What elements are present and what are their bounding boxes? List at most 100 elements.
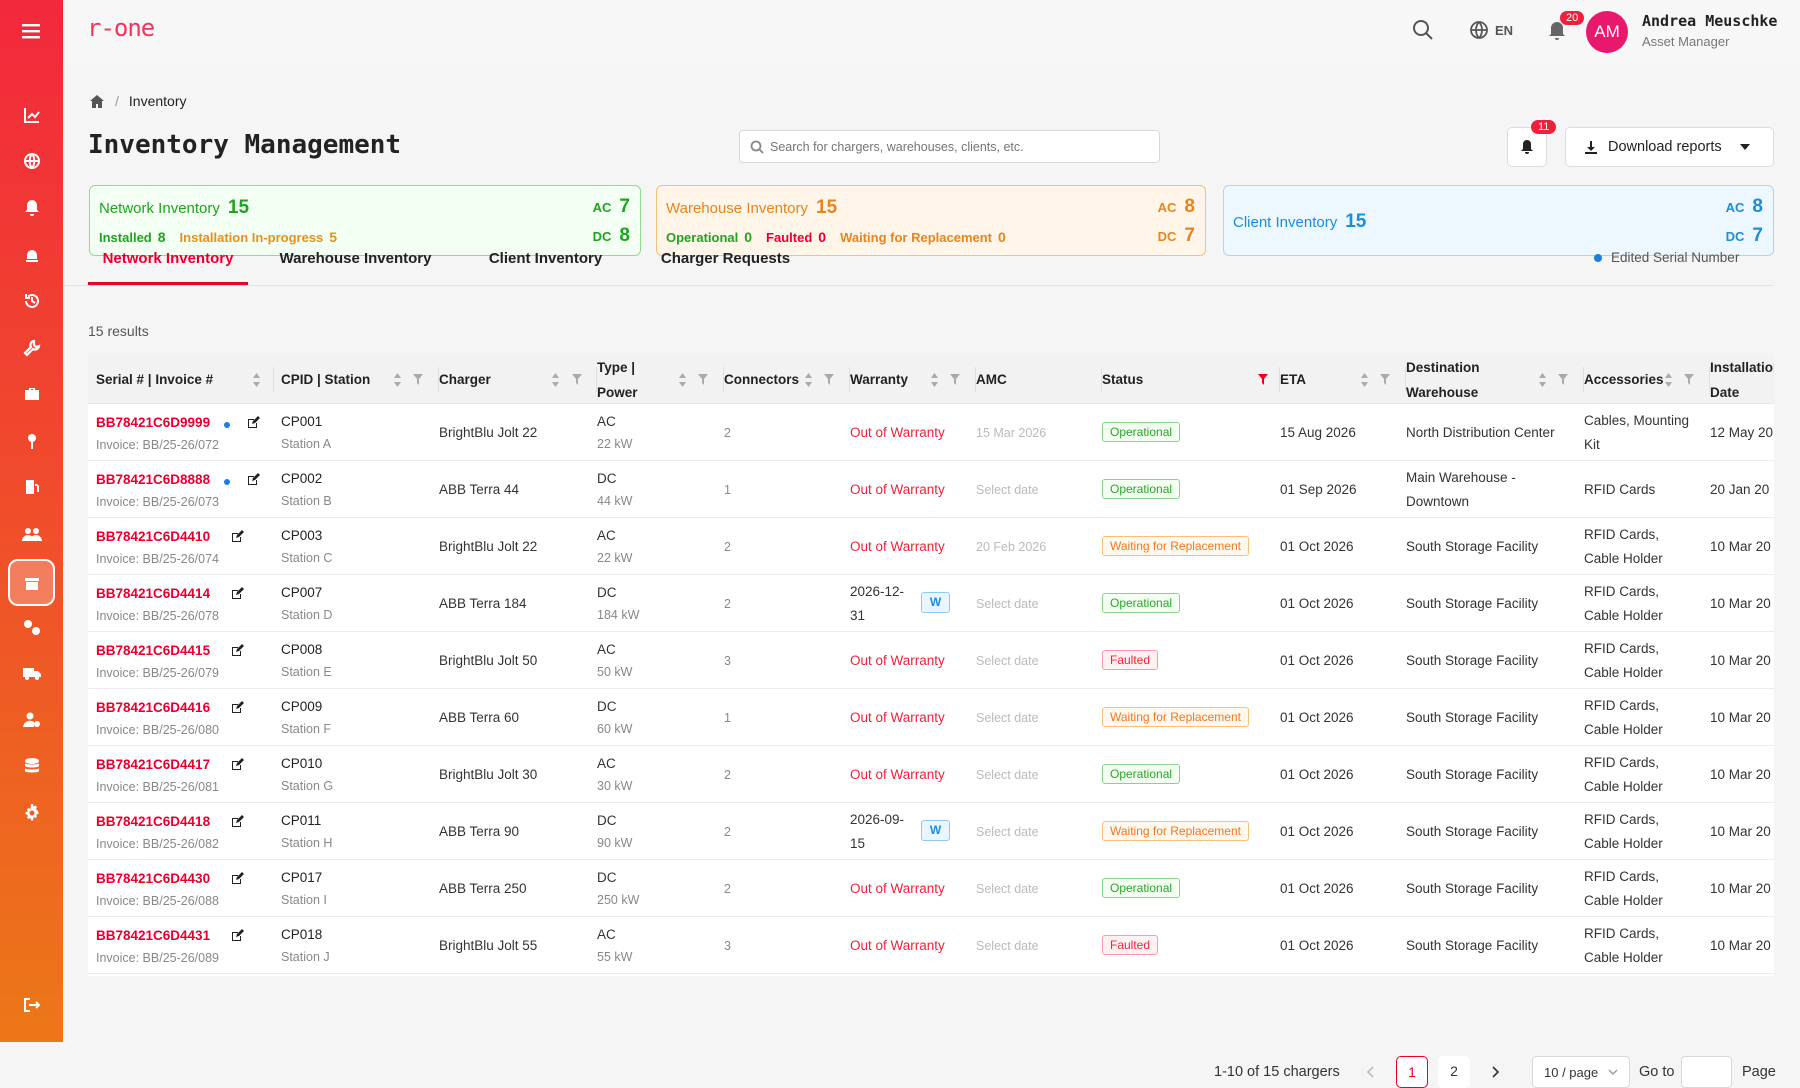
table-row[interactable]: BB78421C6D4415 Invoice: BB/25-26/079 CP008…: [88, 632, 1774, 689]
cpid[interactable]: CP009: [281, 699, 323, 714]
alarm-icon[interactable]: [12, 235, 51, 274]
col-destination[interactable]: Destination Warehouse: [1406, 355, 1584, 404]
filter-icon[interactable]: [824, 374, 834, 385]
serial-number-link[interactable]: BB78421C6D4431: [96, 928, 211, 943]
sort-icon[interactable]: [930, 372, 939, 388]
filter-icon[interactable]: [698, 374, 708, 385]
cpid[interactable]: CP008: [281, 642, 323, 657]
filter-icon[interactable]: [572, 374, 582, 385]
table-row[interactable]: BB78421C6D4430 Invoice: BB/25-26/088 CP017…: [88, 860, 1774, 917]
sort-icon[interactable]: [678, 372, 687, 388]
serial-number-link[interactable]: BB78421C6D4416: [96, 700, 211, 715]
col-cpid[interactable]: CPID | Station: [281, 355, 439, 404]
edit-icon[interactable]: [231, 815, 244, 828]
language-selector[interactable]: EN: [1469, 20, 1513, 40]
sort-icon[interactable]: [393, 372, 402, 388]
page-size-select[interactable]: 10 / page: [1532, 1056, 1630, 1088]
page-button-1[interactable]: 1: [1396, 1056, 1428, 1088]
search-input[interactable]: [770, 139, 1150, 154]
edit-icon[interactable]: [231, 530, 244, 543]
tab-client-inventory[interactable]: Client Inventory: [488, 250, 603, 267]
edit-icon[interactable]: [231, 758, 244, 771]
cpid[interactable]: CP007: [281, 585, 323, 600]
download-reports-button[interactable]: Download reports: [1565, 127, 1774, 167]
prev-page-button[interactable]: [1354, 1056, 1386, 1088]
cpid[interactable]: CP003: [281, 528, 323, 543]
col-charger[interactable]: Charger: [439, 355, 597, 404]
location-pin-icon[interactable]: [12, 421, 51, 460]
amc-date[interactable]: Select date: [976, 939, 1039, 953]
analytics-icon[interactable]: [12, 95, 51, 134]
goto-page-input[interactable]: [1681, 1056, 1732, 1088]
cpid[interactable]: CP017: [281, 870, 323, 885]
search-icon[interactable]: [1412, 19, 1434, 46]
cpid[interactable]: CP018: [281, 927, 323, 942]
col-amc[interactable]: AMC: [976, 355, 1102, 404]
tab-warehouse-inventory[interactable]: Warehouse Inventory: [279, 250, 432, 267]
amc-date[interactable]: 20 Feb 2026: [976, 540, 1047, 554]
warranty-badge[interactable]: W: [921, 820, 950, 841]
serial-number-link[interactable]: BB78421C6D9999: [96, 415, 211, 430]
edit-icon[interactable]: [231, 701, 244, 714]
client-inventory-card[interactable]: Client Inventory 15 AC 8 DC 7: [1223, 185, 1774, 256]
search-box[interactable]: [739, 130, 1160, 163]
inventory-icon[interactable]: [8, 559, 55, 606]
cpid[interactable]: CP001: [281, 414, 323, 429]
edit-icon[interactable]: [231, 644, 244, 657]
serial-number-link[interactable]: BB78421C6D4415: [96, 643, 211, 658]
page-button-2[interactable]: 2: [1438, 1056, 1470, 1088]
table-row[interactable]: BB78421C6D4417 Invoice: BB/25-26/081 CP010…: [88, 746, 1774, 803]
warehouse-inventory-card[interactable]: Warehouse Inventory 15 Operational 0 Faulte…: [656, 185, 1206, 256]
col-warranty[interactable]: Warranty: [850, 355, 976, 404]
bell-icon[interactable]: [12, 188, 51, 227]
edit-icon[interactable]: [247, 473, 260, 486]
home-icon[interactable]: [89, 94, 105, 109]
amc-date[interactable]: Select date: [976, 711, 1039, 725]
gear-icon[interactable]: [12, 793, 51, 832]
users-icon[interactable]: [12, 514, 51, 553]
database-icon[interactable]: [12, 746, 51, 785]
serial-number-link[interactable]: BB78421C6D4414: [96, 586, 211, 601]
history-icon[interactable]: [12, 281, 51, 320]
app-logo[interactable]: r-one: [87, 14, 155, 42]
warranty-badge[interactable]: W: [921, 592, 950, 613]
table-row[interactable]: BB78421C6D4410 Invoice: BB/25-26/074 CP003…: [88, 518, 1774, 575]
sort-icon[interactable]: [252, 372, 261, 388]
table-row[interactable]: BB78421C6D9999 Invoice: BB/25-26/072 CP001…: [88, 404, 1774, 461]
amc-date[interactable]: 15 Mar 2026: [976, 426, 1047, 440]
serial-number-link[interactable]: BB78421C6D4410: [96, 529, 211, 544]
edit-icon[interactable]: [231, 872, 244, 885]
globe-icon[interactable]: [12, 141, 51, 180]
col-accessories[interactable]: Accessories: [1584, 355, 1710, 404]
col-connectors[interactable]: Connectors: [724, 355, 850, 404]
wrench-icon[interactable]: [12, 328, 51, 367]
col-status[interactable]: Status: [1102, 355, 1280, 404]
filter-icon[interactable]: [1558, 374, 1568, 385]
col-type[interactable]: Type | Power: [597, 355, 724, 404]
serial-number-link[interactable]: BB78421C6D8888: [96, 472, 211, 487]
serial-number-link[interactable]: BB78421C6D4430: [96, 871, 211, 886]
cpid[interactable]: CP011: [281, 813, 322, 828]
col-eta[interactable]: ETA: [1280, 355, 1406, 404]
cpid[interactable]: CP010: [281, 756, 323, 771]
filter-active-icon[interactable]: [1258, 374, 1268, 385]
avatar[interactable]: AM: [1586, 11, 1628, 53]
next-page-button[interactable]: [1480, 1056, 1512, 1088]
sort-icon[interactable]: [1538, 372, 1547, 388]
table-row[interactable]: BB78421C6D8888 Invoice: BB/25-26/073 CP002…: [88, 461, 1774, 518]
tab-network-inventory[interactable]: Network Inventory: [88, 245, 248, 285]
table-row[interactable]: BB78421C6D4414 Invoice: BB/25-26/078 CP007…: [88, 575, 1774, 632]
serial-number-link[interactable]: BB78421C6D4417: [96, 757, 211, 772]
filter-icon[interactable]: [413, 374, 423, 385]
tab-charger-requests[interactable]: Charger Requests: [660, 250, 791, 267]
sort-icon[interactable]: [1360, 372, 1369, 388]
edit-icon[interactable]: [231, 929, 244, 942]
sort-icon[interactable]: [804, 372, 813, 388]
alerts-button[interactable]: 11: [1507, 120, 1557, 167]
toolbox-icon[interactable]: [12, 374, 51, 413]
notifications-button[interactable]: 20: [1547, 11, 1585, 47]
cpid[interactable]: CP002: [281, 471, 323, 486]
menu-icon[interactable]: [12, 11, 51, 50]
sort-icon[interactable]: [1664, 372, 1673, 388]
truck-icon[interactable]: [12, 653, 51, 692]
